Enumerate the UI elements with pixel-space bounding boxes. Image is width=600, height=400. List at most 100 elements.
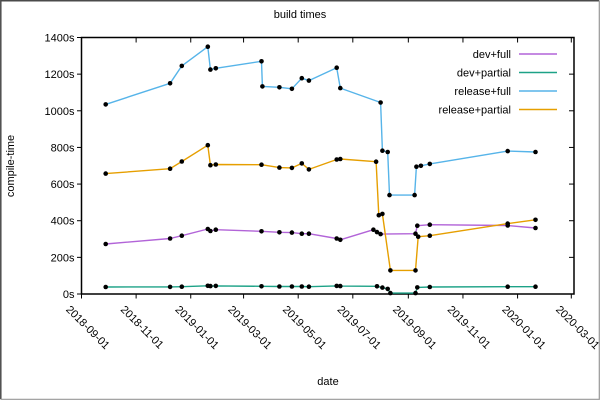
- legend-label-release-full: release+full: [454, 86, 511, 98]
- data-point-dev-full: [427, 222, 433, 227]
- x-axis-label: date: [317, 376, 338, 388]
- data-point-release-full: [338, 85, 343, 91]
- data-point-release-partial: [533, 217, 538, 223]
- data-point-release-full: [299, 75, 305, 81]
- data-point-dev-partial: [505, 284, 511, 290]
- data-point-dev-partial: [334, 283, 340, 289]
- data-point-dev-partial: [179, 284, 185, 290]
- data-point-release-partial: [376, 212, 382, 218]
- x-tick-label: 2019-07-01: [335, 304, 383, 352]
- data-point-dev-full: [299, 231, 305, 236]
- x-tick-label: 2018-11-01: [118, 304, 166, 352]
- axis-ticks: 2018-09-01 2018-11-01 2019-01-01 2019-03-01…: [45, 33, 600, 352]
- data-point-release-full: [414, 164, 419, 169]
- data-point-release-full: [412, 192, 417, 198]
- data-point-release-partial: [334, 157, 340, 162]
- data-point-release-full: [179, 63, 185, 69]
- x-tick-label: 2019-03-01: [225, 304, 273, 352]
- data-point-release-partial: [413, 268, 418, 273]
- data-point-dev-full: [306, 231, 312, 236]
- y-tick-label: 1400s: [45, 33, 75, 45]
- data-point-release-partial: [179, 159, 185, 164]
- plot-border: [80, 36, 575, 295]
- data-point-release-full: [427, 161, 433, 167]
- data-point-release-full: [505, 148, 511, 154]
- data-point-release-partial: [259, 162, 264, 167]
- data-point-release-full: [103, 102, 108, 107]
- data-point-dev-partial: [427, 284, 433, 290]
- data-point-dev-full: [371, 227, 376, 232]
- data-points: [103, 44, 538, 296]
- data-point-release-full: [213, 66, 219, 71]
- data-point-release-full: [387, 192, 392, 198]
- data-point-dev-full: [374, 229, 380, 235]
- data-point-release-partial: [306, 167, 312, 172]
- x-tick-label: 2019-11-01: [445, 304, 493, 352]
- data-point-dev-partial: [103, 284, 108, 290]
- legend-label-dev-full: dev+full: [473, 49, 511, 61]
- data-point-dev-partial: [374, 284, 380, 289]
- data-point-release-partial: [505, 221, 511, 226]
- y-tick-label: 1200s: [45, 69, 75, 81]
- y-tick-label: 0s: [63, 289, 75, 301]
- data-point-release-full: [277, 85, 282, 90]
- data-point-dev-full: [208, 228, 213, 234]
- y-tick-label: 600s: [51, 179, 75, 191]
- data-point-release-full: [385, 149, 391, 155]
- data-point-release-full: [167, 81, 173, 86]
- data-point-dev-partial: [413, 290, 418, 296]
- plot-border-rect: [80, 36, 575, 295]
- data-point-release-partial: [167, 166, 173, 171]
- data-point-release-full: [205, 44, 211, 49]
- data-point-release-full: [289, 86, 295, 92]
- data-point-dev-partial: [289, 284, 295, 289]
- data-point-dev-full: [259, 229, 264, 234]
- data-point-dev-full: [167, 236, 173, 241]
- data-point-dev-full: [338, 237, 343, 243]
- data-point-dev-partial: [213, 283, 219, 289]
- data-point-release-full: [533, 149, 538, 155]
- data-point-dev-partial: [338, 283, 343, 289]
- x-tick-label: 2020-03-01: [553, 304, 600, 352]
- data-point-release-full: [418, 163, 424, 169]
- x-tick-label: 2019-05-01: [280, 304, 328, 352]
- y-tick-label: 400s: [51, 216, 75, 228]
- data-point-release-full: [259, 59, 264, 64]
- data-point-release-partial: [103, 171, 108, 176]
- data-point-dev-partial: [277, 284, 282, 289]
- data-point-dev-partial: [415, 285, 420, 290]
- data-point-release-full: [306, 78, 312, 83]
- x-tick-label: 2020-01-01: [499, 304, 547, 352]
- data-point-dev-partial: [259, 284, 264, 289]
- series-line-dev-full: [105, 223, 536, 245]
- data-point-dev-full: [289, 230, 295, 235]
- data-point-release-partial: [205, 142, 211, 148]
- legend: dev+full dev+partial release+full release+p…: [439, 49, 557, 117]
- data-point-dev-full: [103, 241, 108, 247]
- data-point-dev-partial: [380, 285, 385, 290]
- chart-title: build times: [274, 9, 327, 21]
- y-tick-label: 200s: [51, 252, 75, 264]
- data-point-release-partial: [277, 165, 282, 170]
- y-axis-label: compile-time: [5, 135, 17, 197]
- y-tick-label: 800s: [51, 142, 75, 154]
- data-point-release-full: [260, 84, 265, 89]
- series-line-release-partial: [105, 144, 536, 272]
- x-tick-label: 2019-01-01: [173, 304, 221, 352]
- data-point-release-partial: [427, 233, 433, 238]
- data-point-dev-partial: [385, 286, 391, 292]
- data-point-dev-partial: [299, 284, 305, 289]
- x-tick-label: 2018-09-01: [63, 304, 111, 352]
- y-tick-label: 1000s: [45, 106, 75, 118]
- legend-label-dev-partial: dev+partial: [457, 68, 511, 80]
- data-point-dev-full: [179, 233, 185, 238]
- data-point-release-partial: [380, 211, 385, 217]
- data-point-release-full: [378, 100, 383, 105]
- data-point-dev-partial: [208, 283, 213, 289]
- data-point-release-partial: [213, 162, 219, 167]
- data-point-release-partial: [373, 159, 379, 164]
